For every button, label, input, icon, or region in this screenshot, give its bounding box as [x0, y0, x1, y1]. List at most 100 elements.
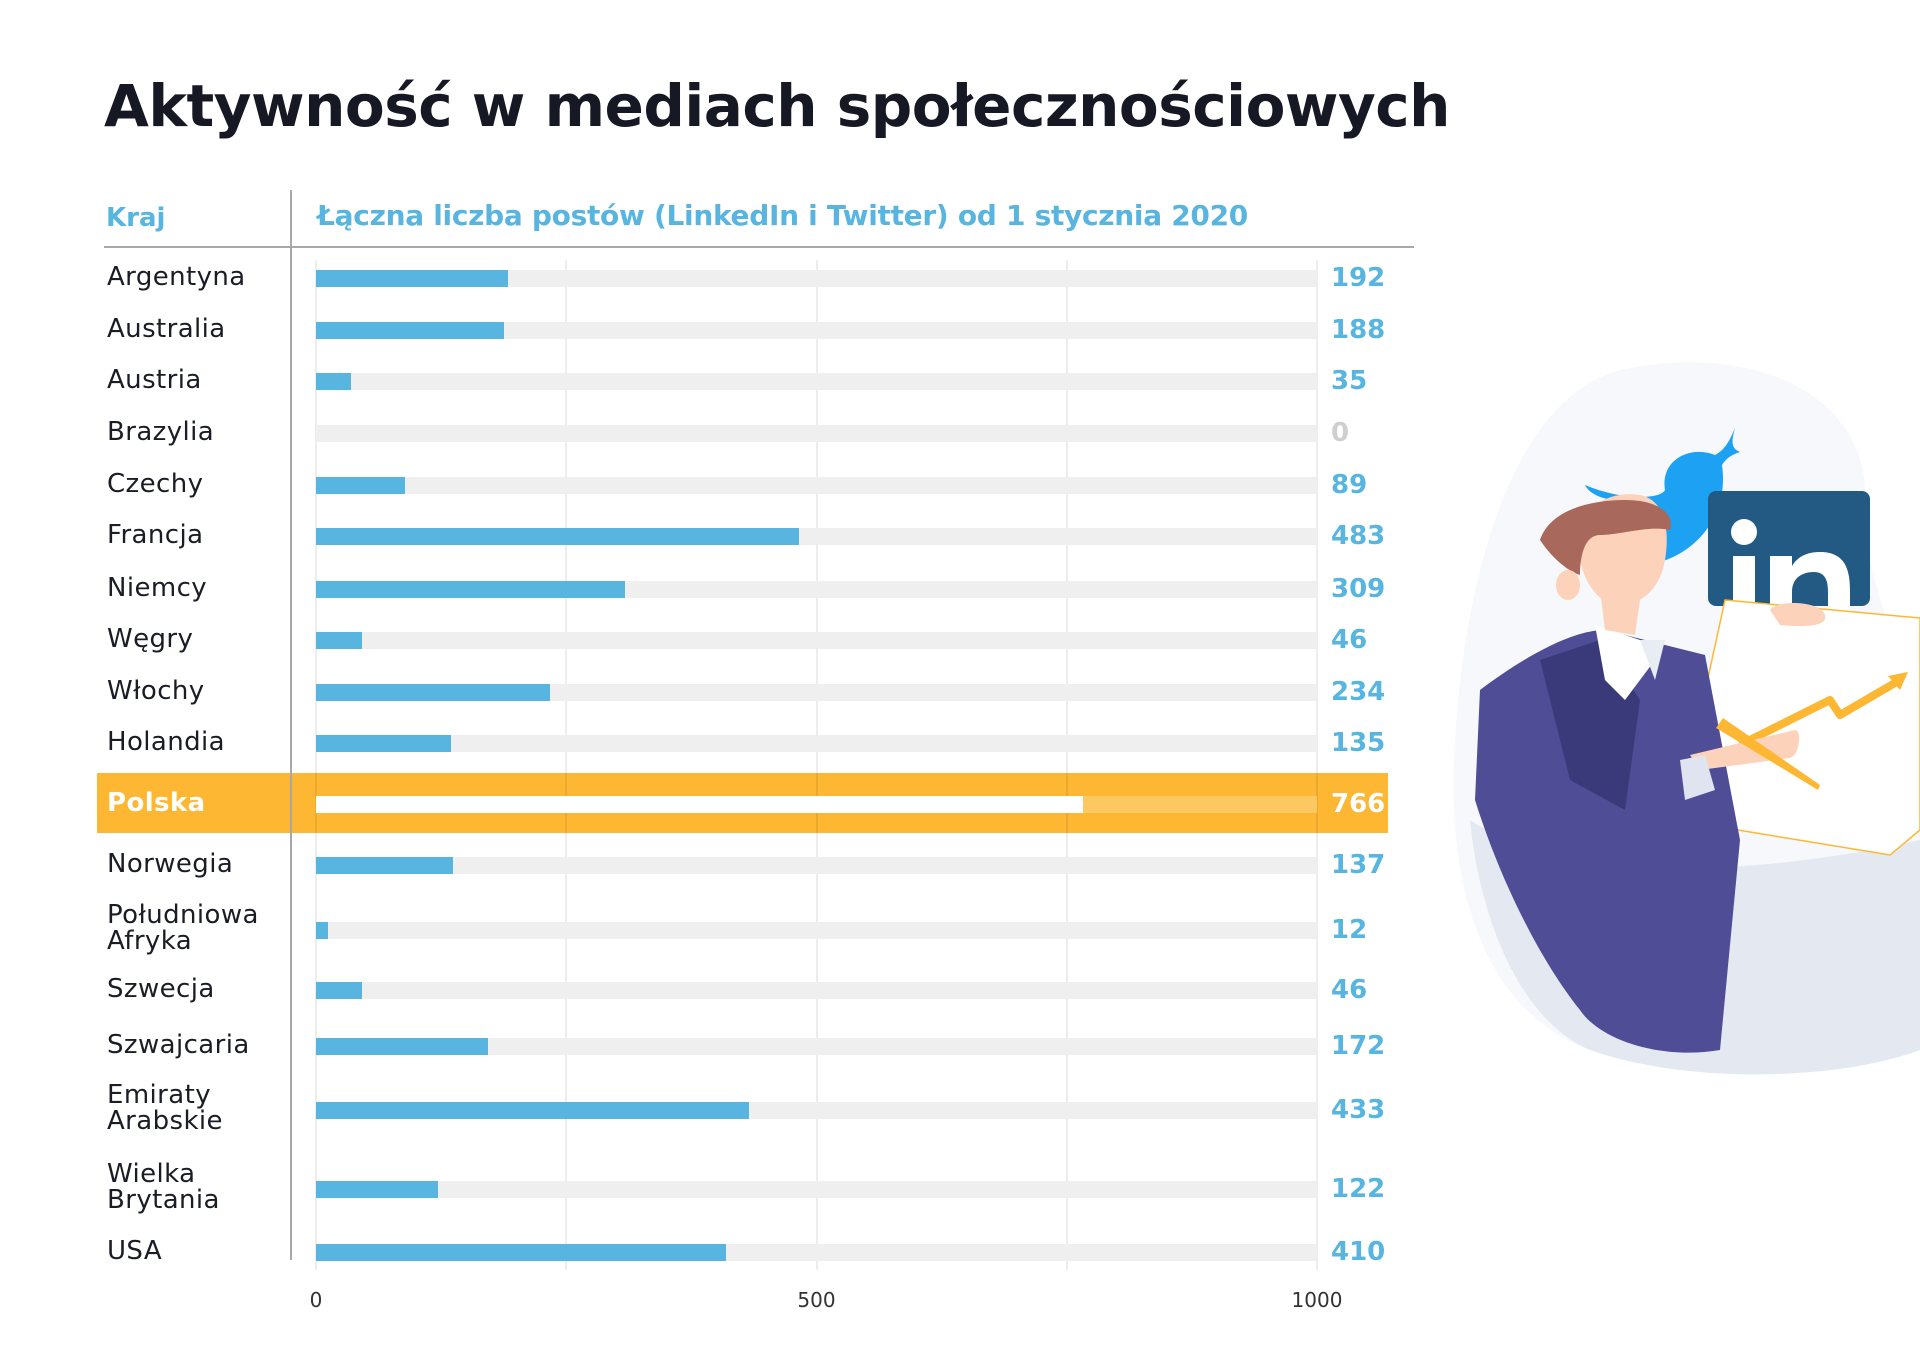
country-label: Brazylia: [107, 419, 214, 445]
country-label-line: Polska: [107, 788, 206, 818]
bar: [316, 1102, 750, 1119]
illustration: [1453, 362, 1920, 1075]
bar-track: [316, 857, 1317, 874]
country-label-line: USA: [107, 1236, 163, 1266]
bar: [316, 982, 363, 999]
value-label: 766: [1331, 789, 1386, 819]
country-label-line: Afryka: [107, 926, 193, 956]
country-column-header: Kraj: [106, 203, 166, 233]
gridline: [315, 260, 317, 1270]
value-label: 309: [1331, 574, 1386, 604]
value-label: 192: [1331, 263, 1386, 293]
bar-track: [316, 322, 1317, 339]
value-label: 122: [1331, 1174, 1386, 1204]
country-label-line: Holandia: [107, 727, 225, 757]
country-label-line: Norwegia: [107, 849, 234, 879]
bar: [316, 796, 1083, 813]
bar: [316, 373, 352, 390]
bar-track: [316, 684, 1317, 701]
country-label-line: Niemcy: [107, 573, 208, 603]
bar-track: [316, 735, 1317, 752]
value-label: 12: [1331, 915, 1368, 945]
bar-track: [316, 425, 1317, 442]
country-label-line: Argentyna: [107, 262, 246, 292]
bar: [316, 735, 452, 752]
bar-track: [316, 1181, 1317, 1198]
country-label: USA: [107, 1238, 162, 1264]
metric-column-header: Łączna liczba postów (LinkedIn i Twitter…: [317, 199, 1248, 232]
bar: [316, 684, 551, 701]
bar-track: [316, 270, 1317, 287]
bar-track: [316, 373, 1317, 390]
page-title: Aktywność w mediach społecznościowych: [104, 72, 1450, 140]
country-label: Argentyna: [107, 264, 246, 290]
country-label-line: Austria: [107, 365, 202, 395]
value-label: 234: [1331, 677, 1386, 707]
bar: [316, 922, 328, 939]
bar: [316, 1181, 439, 1198]
bar: [316, 1244, 727, 1261]
country-label: Austria: [107, 367, 202, 393]
bar: [316, 1038, 489, 1055]
value-label: 483: [1331, 521, 1386, 551]
value-label: 89: [1331, 470, 1368, 500]
gridline: [815, 260, 818, 1270]
gridline: [1065, 260, 1068, 1270]
header-divider: [104, 246, 1414, 248]
country-label: Szwecja: [107, 976, 215, 1002]
country-label-line: Australia: [107, 314, 226, 344]
country-label-line: Brazylia: [107, 417, 215, 447]
country-label-line: Emiraty: [107, 1080, 211, 1110]
person: [1475, 494, 1826, 1053]
country-label-line: Arabskie: [107, 1106, 223, 1136]
bar-track: [316, 922, 1317, 939]
bar: [316, 632, 363, 649]
bar: [316, 528, 800, 545]
bar-track: [316, 982, 1317, 999]
bar: [316, 270, 509, 287]
bar-track: [316, 1038, 1317, 1055]
country-label-line: Południowa: [107, 900, 259, 930]
bar: [316, 477, 406, 494]
country-label: Niemcy: [107, 575, 207, 601]
value-label: 46: [1331, 975, 1368, 1005]
bar-track: [316, 477, 1317, 494]
value-label: 35: [1331, 366, 1368, 396]
bar: [316, 322, 505, 339]
country-label-line: Wielka: [107, 1159, 196, 1189]
country-label: Szwajcaria: [107, 1032, 250, 1058]
country-label: Wielka Brytania: [107, 1161, 220, 1213]
value-label: 172: [1331, 1031, 1386, 1061]
country-label: Polska: [107, 790, 206, 816]
country-label: Francja: [107, 522, 203, 548]
bar: [316, 857, 454, 874]
value-label: 433: [1331, 1095, 1386, 1125]
country-label-line: Francja: [107, 520, 204, 550]
bar: [316, 581, 626, 598]
country-label: Czechy: [107, 471, 203, 497]
country-label-line: Brytania: [107, 1185, 220, 1215]
country-label: Emiraty Arabskie: [107, 1082, 223, 1134]
value-label: 0: [1331, 418, 1350, 448]
country-label: Norwegia: [107, 851, 233, 877]
x-tick-label: 500: [797, 1288, 836, 1312]
country-label: Południowa Afryka: [107, 902, 259, 954]
country-label-line: Węgry: [107, 624, 194, 654]
x-tick-label: 0: [309, 1288, 323, 1312]
value-label: 135: [1331, 728, 1386, 758]
country-label-line: Włochy: [107, 676, 205, 706]
country-label: Holandia: [107, 729, 225, 755]
country-label-line: Czechy: [107, 469, 204, 499]
country-label: Włochy: [107, 678, 205, 704]
value-label: 137: [1331, 850, 1386, 880]
gridline: [565, 260, 568, 1270]
country-label: Węgry: [107, 626, 193, 652]
value-label: 46: [1331, 625, 1368, 655]
country-label-line: Szwecja: [107, 974, 215, 1004]
value-label: 410: [1331, 1237, 1386, 1267]
rising-arrow: [1738, 676, 1903, 749]
gridline: [1316, 260, 1318, 1270]
x-tick-label: 1000: [1291, 1288, 1343, 1312]
country-label-line: Szwajcaria: [107, 1030, 250, 1060]
country-label: Australia: [107, 316, 226, 342]
